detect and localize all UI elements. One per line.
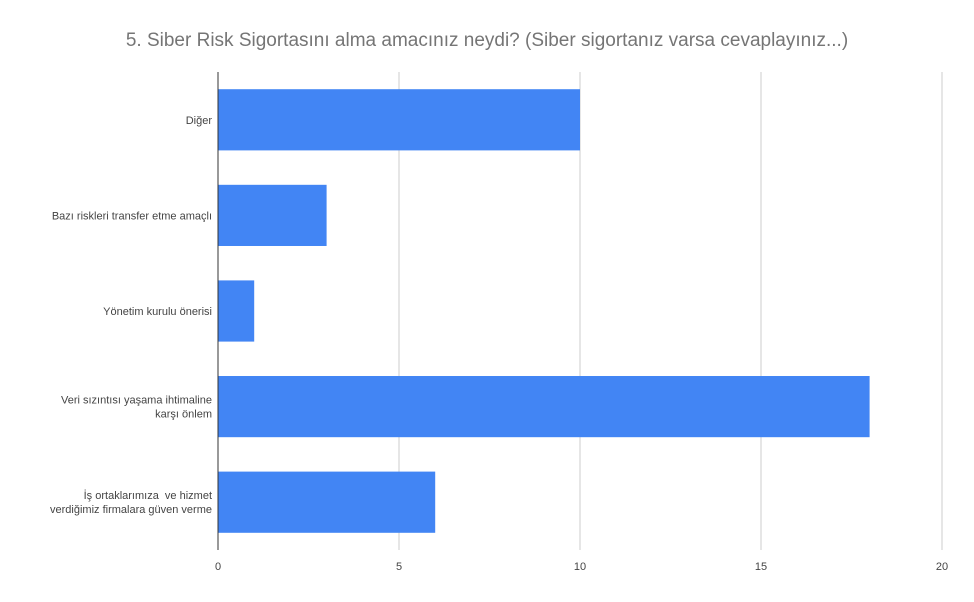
bar [218,184,327,246]
bar [218,280,255,342]
chart-title: 5. Siber Risk Sigortasını alma amacınız … [125,30,849,51]
bars [218,89,870,533]
category-label: İş ortaklarımıza ve hizmet [84,489,212,502]
x-tick-label: 0 [215,561,221,573]
category-label: Bazı riskleri transfer etme amaçlı [52,210,212,222]
bar [218,89,580,151]
gridlines [398,72,943,550]
x-tick-label: 20 [936,561,948,573]
x-tick-label: 15 [755,561,767,573]
x-tick-label: 10 [574,561,586,573]
category-label: Yönetim kurulu önerisi [103,306,212,318]
x-axis-tick-labels: 0 5 10 15 20 [215,561,948,573]
category-label: karşı önlem [155,409,212,421]
bar [218,376,870,438]
bar [218,471,436,533]
y-axis-category-labels: Diğer Bazı riskleri transfer etme amaçlı Y… [50,115,212,516]
category-label: verdiğimiz firmalara güven verme [50,504,212,516]
category-label: Diğer [186,115,213,127]
category-label: Veri sızıntısı yaşama ihtimaline [61,395,212,407]
x-tick-label: 5 [396,561,402,573]
